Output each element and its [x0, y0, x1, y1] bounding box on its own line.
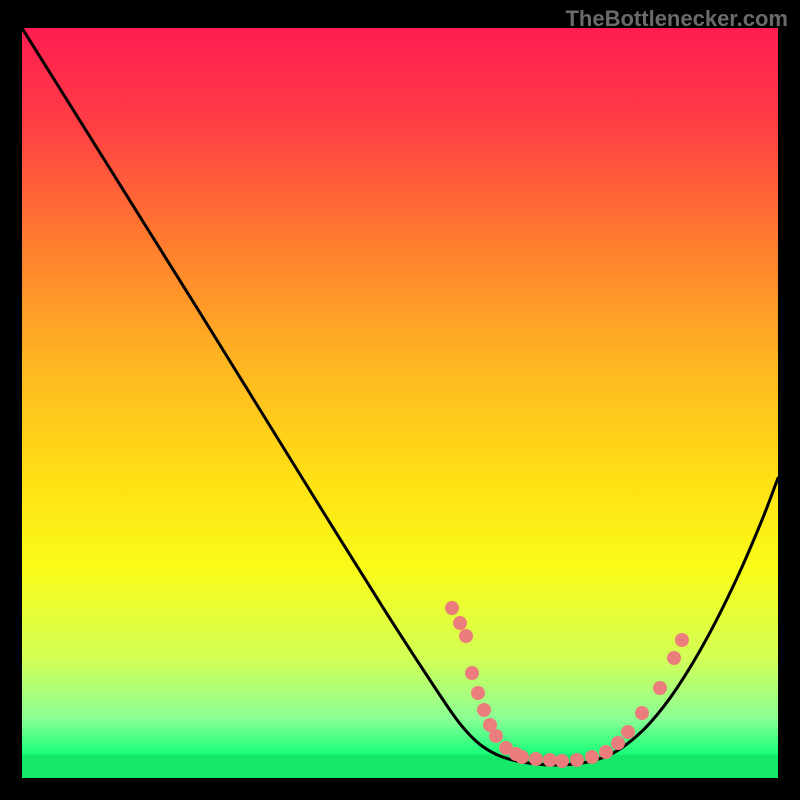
- data-dot: [667, 651, 681, 665]
- data-dot: [515, 750, 529, 764]
- data-dot: [675, 633, 689, 647]
- data-dot: [489, 729, 503, 743]
- data-dot: [635, 706, 649, 720]
- data-dot: [529, 752, 543, 766]
- data-dot: [585, 750, 599, 764]
- data-dot: [471, 686, 485, 700]
- data-dot: [477, 703, 491, 717]
- chart-svg: [22, 28, 778, 778]
- data-dot: [653, 681, 667, 695]
- watermark-text: TheBottlenecker.com: [565, 6, 788, 32]
- chart-area: [22, 28, 778, 778]
- data-dot: [555, 754, 569, 768]
- data-dot: [611, 736, 625, 750]
- gradient-background: [22, 28, 778, 778]
- data-dot: [445, 601, 459, 615]
- data-dot: [621, 725, 635, 739]
- data-dot: [543, 753, 557, 767]
- data-dot: [599, 745, 613, 759]
- data-dot: [570, 753, 584, 767]
- data-dot: [459, 629, 473, 643]
- data-dot: [453, 616, 467, 630]
- data-dot: [465, 666, 479, 680]
